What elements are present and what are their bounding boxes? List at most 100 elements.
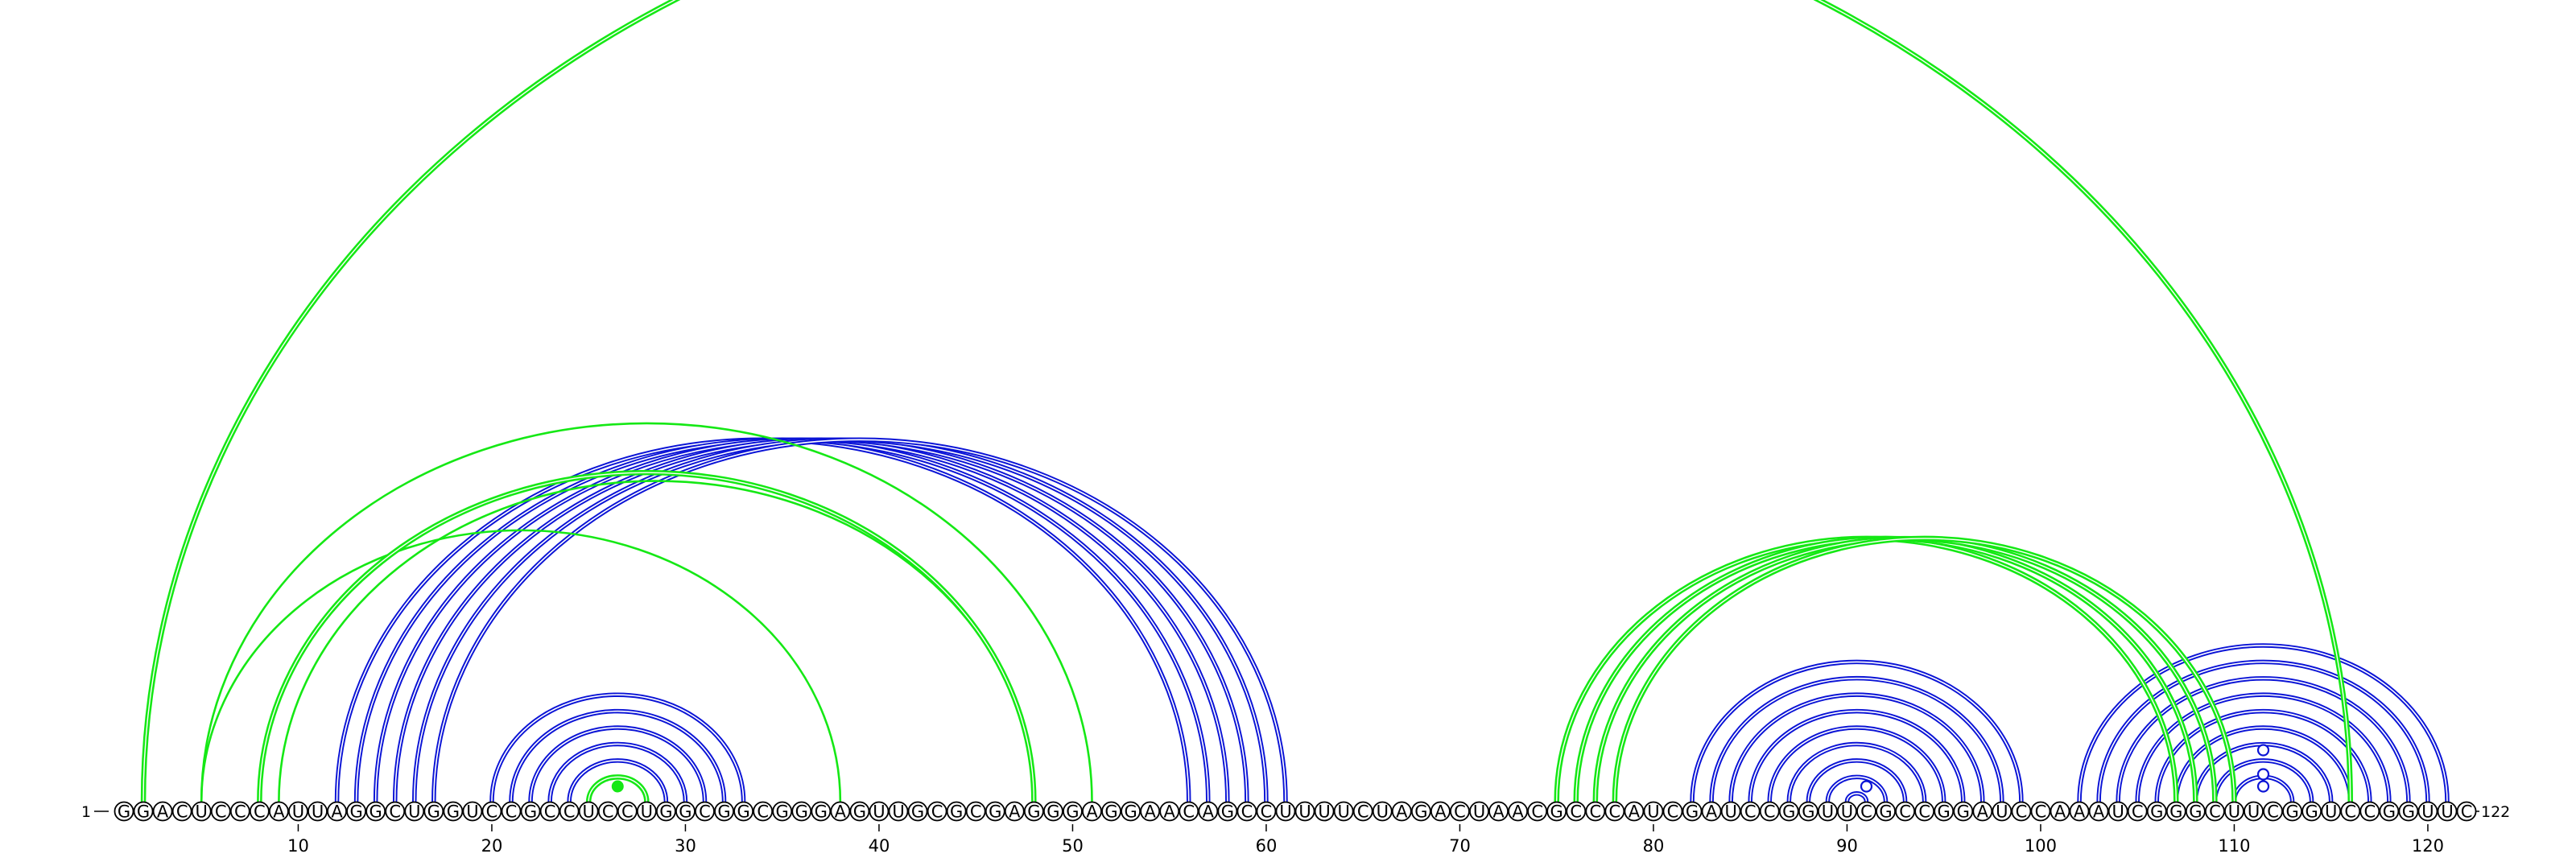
nucleotide-letter: G [118, 802, 130, 822]
nucleotide-letter: C [564, 802, 576, 822]
nucleotide: C [2456, 801, 2477, 822]
nucleotide-letter: C [1918, 802, 1930, 822]
nucleotide-letter: C [254, 802, 266, 822]
nucleotide: C [965, 801, 986, 822]
tick-label: 120 [2412, 836, 2444, 856]
nucleotide-letter: C [1764, 802, 1776, 822]
nucleotide-letter: A [1629, 802, 1641, 822]
axis-tick: 60 [1256, 824, 1277, 856]
nucleotide: U [1294, 801, 1315, 822]
nucleotide: C [2263, 801, 2283, 822]
nucleotide-letter: C [621, 802, 634, 822]
arc-green-double [140, 0, 2353, 802]
nucleotide-letter: C [1609, 802, 1621, 822]
nucleotide: G [675, 801, 696, 822]
nucleotide-letter: C [1744, 802, 1757, 822]
nucleotide-letter: A [1977, 802, 1989, 822]
nucleotide-letter: C [234, 802, 246, 822]
nucleotide-letter: C [176, 802, 188, 822]
nucleotide-letter: G [349, 802, 362, 822]
nucleotide: U [636, 801, 657, 822]
nucleotide-letter: G [2150, 802, 2163, 822]
nucleotide-letter: C [1860, 802, 1872, 822]
arc-blue [1825, 774, 1889, 802]
nucleotide-letter: C [2132, 802, 2144, 822]
nucleotide-letter: G [989, 802, 1001, 822]
nucleotide-letter: U [408, 802, 420, 822]
nucleotide: G [2185, 801, 2206, 822]
nucleotide: G [2301, 801, 2322, 822]
nucleotide-letter: G [737, 802, 749, 822]
arc-marker [2256, 780, 2270, 793]
arc-blue [1844, 791, 1869, 802]
nucleotide: G [2398, 801, 2419, 822]
nucleotide: C [1256, 801, 1277, 822]
nucleotide-letter: C [1183, 802, 1195, 822]
tick-label: 10 [287, 836, 309, 856]
arc-blue [1709, 676, 2004, 802]
nucleotide-letter: C [699, 802, 711, 822]
nucleotide: G [791, 801, 812, 822]
nucleotide-letter: U [873, 802, 885, 822]
end-label: 122 [2481, 803, 2510, 821]
nucleotide-letter: U [1822, 802, 1834, 822]
nucleotide: C [1740, 801, 1761, 822]
nucleotide: G [1876, 801, 1896, 822]
nucleotide-letter: C [1531, 802, 1543, 822]
arc-blue [1690, 659, 2024, 802]
nucleotide-letter: G [137, 802, 150, 822]
arc-blue [2096, 659, 2430, 802]
nucleotide-letter: U [1473, 802, 1485, 822]
nucleotide-letter: G [1221, 802, 1234, 822]
nucleotide-letter: G [447, 802, 460, 822]
nucleotide-letter: C [1454, 802, 1466, 822]
nucleotide: G [656, 801, 676, 822]
nucleotide: U [2417, 801, 2438, 822]
nucleotide: G [1682, 801, 1703, 822]
nucleotide-letter: G [1046, 802, 1059, 822]
nucleotide: G [346, 801, 367, 822]
nucleotide: C [539, 801, 560, 822]
arc-blue [2116, 676, 2411, 802]
nucleotide-letter: G [1782, 802, 1795, 822]
arc-green-single [200, 529, 842, 802]
nucleotide-letter: A [1435, 802, 1447, 822]
nucleotide: G [1101, 801, 1121, 822]
nucleotide: G [772, 801, 793, 822]
nucleotide: G [714, 801, 734, 822]
nucleotide: A [2069, 801, 2090, 822]
nucleotide-letter: U [1279, 802, 1291, 822]
nucleotide-letter: A [1203, 802, 1215, 822]
arc-blue [1748, 708, 1966, 802]
arc-blue [1728, 692, 1985, 802]
nucleotide: C [617, 801, 638, 822]
nucleotide-letter: C [2035, 802, 2047, 822]
nucleotide: G [133, 801, 154, 822]
nucleotide-letter: G [950, 802, 963, 822]
ticks-layer: 10 20 30 40 50 60 70 80 90 100 110 120 [287, 824, 2444, 856]
tick-label: 20 [481, 836, 503, 856]
nucleotide-letter: C [486, 802, 498, 822]
nucleotide: G [849, 801, 870, 822]
axis-tick: 10 [287, 824, 309, 856]
nucleotide: G [1043, 801, 1063, 822]
nucleotide-letter: U [312, 802, 324, 822]
nucleotide: C [2127, 801, 2148, 822]
axis-tick: 20 [481, 824, 503, 856]
nucleotide: G [114, 801, 134, 822]
nucleotide-letter: A [1144, 802, 1156, 822]
nucleotide: A [1508, 801, 1528, 822]
nucleotide: C [1236, 801, 1257, 822]
nucleotide-letter: U [292, 802, 304, 822]
arc-blue [1786, 741, 1927, 802]
tick-label: 70 [1449, 836, 1471, 856]
nucleotide: U [1992, 801, 2013, 822]
tick-label: 30 [675, 836, 696, 856]
arc-blue [2174, 725, 2353, 802]
nucleotide: G [1953, 801, 1974, 822]
nucleotide: C [481, 801, 502, 822]
nucleotide: C [249, 801, 270, 822]
arc-blue [2212, 758, 2314, 802]
nucleotide: G [1063, 801, 1083, 822]
